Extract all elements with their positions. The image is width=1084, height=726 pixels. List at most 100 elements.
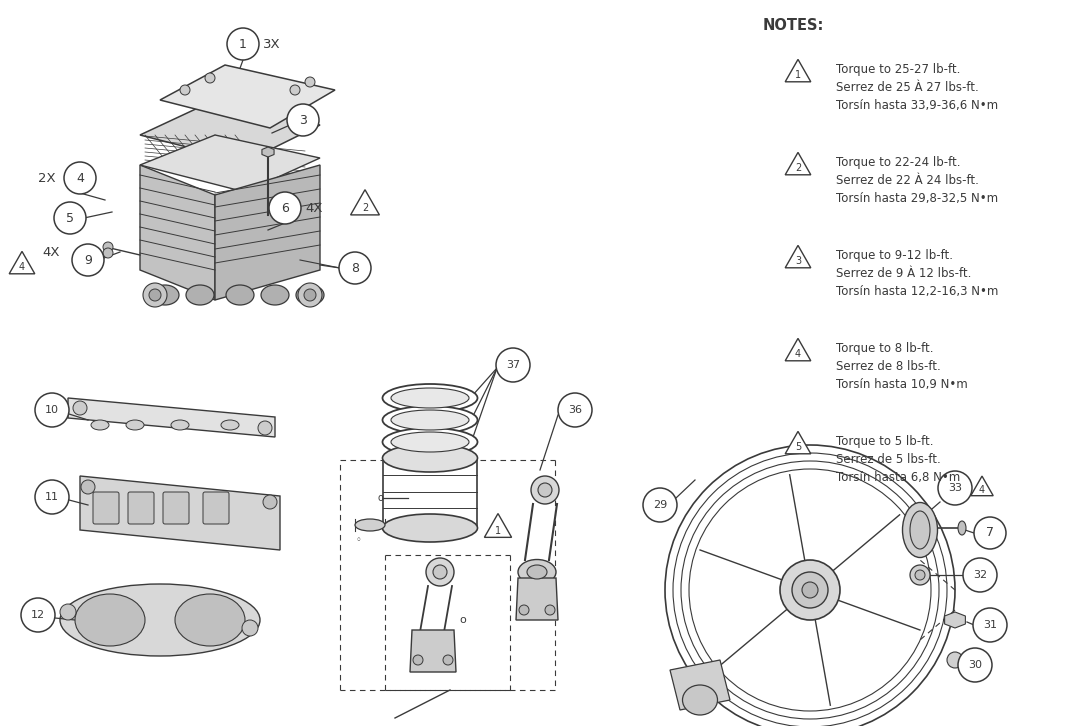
Text: NOTES:: NOTES: <box>763 18 824 33</box>
Text: 7: 7 <box>986 526 994 539</box>
Polygon shape <box>140 165 215 300</box>
Circle shape <box>545 605 555 615</box>
Circle shape <box>35 393 69 427</box>
Circle shape <box>21 598 55 632</box>
FancyBboxPatch shape <box>128 492 154 524</box>
Text: 1: 1 <box>495 526 501 536</box>
Text: 2X: 2X <box>38 171 55 184</box>
Ellipse shape <box>225 285 254 305</box>
Circle shape <box>143 283 167 307</box>
Circle shape <box>227 28 259 60</box>
Text: 30: 30 <box>968 660 982 670</box>
Text: Torsín hasta 6,8 N•m: Torsín hasta 6,8 N•m <box>836 471 960 484</box>
Polygon shape <box>785 60 811 82</box>
Text: 6: 6 <box>281 202 289 214</box>
Polygon shape <box>215 165 320 300</box>
Circle shape <box>443 655 453 665</box>
Ellipse shape <box>261 285 289 305</box>
Circle shape <box>180 85 190 95</box>
Text: 5: 5 <box>66 211 74 224</box>
Circle shape <box>538 483 552 497</box>
Polygon shape <box>785 245 811 268</box>
Text: 11: 11 <box>46 492 59 502</box>
Text: 4X: 4X <box>305 202 323 214</box>
FancyBboxPatch shape <box>163 492 189 524</box>
Text: o: o <box>377 493 383 503</box>
Polygon shape <box>160 65 335 128</box>
Circle shape <box>287 104 319 136</box>
Circle shape <box>802 582 818 598</box>
Ellipse shape <box>391 388 469 408</box>
Circle shape <box>496 348 530 382</box>
Text: 12: 12 <box>31 610 46 620</box>
Text: 37: 37 <box>506 360 520 370</box>
Circle shape <box>339 252 371 284</box>
Text: Torsín hasta 10,9 N•m: Torsín hasta 10,9 N•m <box>836 378 968 391</box>
Text: 5: 5 <box>795 442 801 452</box>
Polygon shape <box>785 152 811 175</box>
Circle shape <box>519 605 529 615</box>
Polygon shape <box>516 578 558 620</box>
Circle shape <box>258 421 272 435</box>
Ellipse shape <box>296 285 324 305</box>
Circle shape <box>909 565 930 585</box>
Ellipse shape <box>221 420 238 430</box>
Circle shape <box>975 517 1006 549</box>
Polygon shape <box>9 251 35 274</box>
Ellipse shape <box>527 565 547 579</box>
Text: Torque to 8 lb-ft.: Torque to 8 lb-ft. <box>836 342 933 355</box>
Circle shape <box>305 77 315 87</box>
Circle shape <box>947 652 963 668</box>
Circle shape <box>103 242 113 252</box>
Text: Serrez de 22 À 24 lbs-ft.: Serrez de 22 À 24 lbs-ft. <box>836 174 979 187</box>
Polygon shape <box>785 338 811 361</box>
Text: 4: 4 <box>979 485 985 495</box>
Ellipse shape <box>683 685 718 715</box>
Text: Torque to 5 lb-ft.: Torque to 5 lb-ft. <box>836 435 933 448</box>
Polygon shape <box>485 513 512 537</box>
Text: 2: 2 <box>795 163 801 174</box>
Circle shape <box>149 289 162 301</box>
Circle shape <box>963 558 997 592</box>
Text: o: o <box>460 615 466 625</box>
Ellipse shape <box>60 584 260 656</box>
Text: Torsín hasta 12,2-16,3 N•m: Torsín hasta 12,2-16,3 N•m <box>836 285 998 298</box>
Circle shape <box>73 401 87 415</box>
Text: 32: 32 <box>973 570 988 580</box>
Circle shape <box>242 620 258 636</box>
Circle shape <box>433 565 447 579</box>
Text: Torsín hasta 29,8-32,5 N•m: Torsín hasta 29,8-32,5 N•m <box>836 192 998 205</box>
Circle shape <box>291 85 300 95</box>
Circle shape <box>426 558 454 586</box>
Ellipse shape <box>383 444 477 472</box>
Polygon shape <box>350 189 379 215</box>
Circle shape <box>973 608 1007 642</box>
Text: 3: 3 <box>795 256 801 266</box>
Circle shape <box>304 289 317 301</box>
Ellipse shape <box>903 502 938 558</box>
Ellipse shape <box>383 406 477 434</box>
Polygon shape <box>68 398 275 437</box>
Text: 3: 3 <box>299 113 307 126</box>
Ellipse shape <box>383 428 477 456</box>
Ellipse shape <box>391 410 469 430</box>
Text: 4: 4 <box>795 349 801 359</box>
Polygon shape <box>410 630 456 672</box>
Text: Serrez de 5 lbs-ft.: Serrez de 5 lbs-ft. <box>836 453 941 466</box>
Circle shape <box>269 192 301 224</box>
Text: ◦: ◦ <box>356 535 361 545</box>
Circle shape <box>64 162 96 194</box>
Text: 4: 4 <box>76 171 83 184</box>
Ellipse shape <box>518 560 556 584</box>
Circle shape <box>792 572 828 608</box>
Ellipse shape <box>151 285 179 305</box>
Circle shape <box>103 248 113 258</box>
Polygon shape <box>785 431 811 454</box>
Circle shape <box>558 393 592 427</box>
Text: Torque to 25-27 lb-ft.: Torque to 25-27 lb-ft. <box>836 63 960 76</box>
Text: Serrez de 9 À 12 lbs-ft.: Serrez de 9 À 12 lbs-ft. <box>836 267 971 280</box>
Text: 33: 33 <box>948 483 962 493</box>
Text: Torque to 9-12 lb-ft.: Torque to 9-12 lb-ft. <box>836 249 953 262</box>
Ellipse shape <box>909 511 930 549</box>
Circle shape <box>531 476 559 504</box>
